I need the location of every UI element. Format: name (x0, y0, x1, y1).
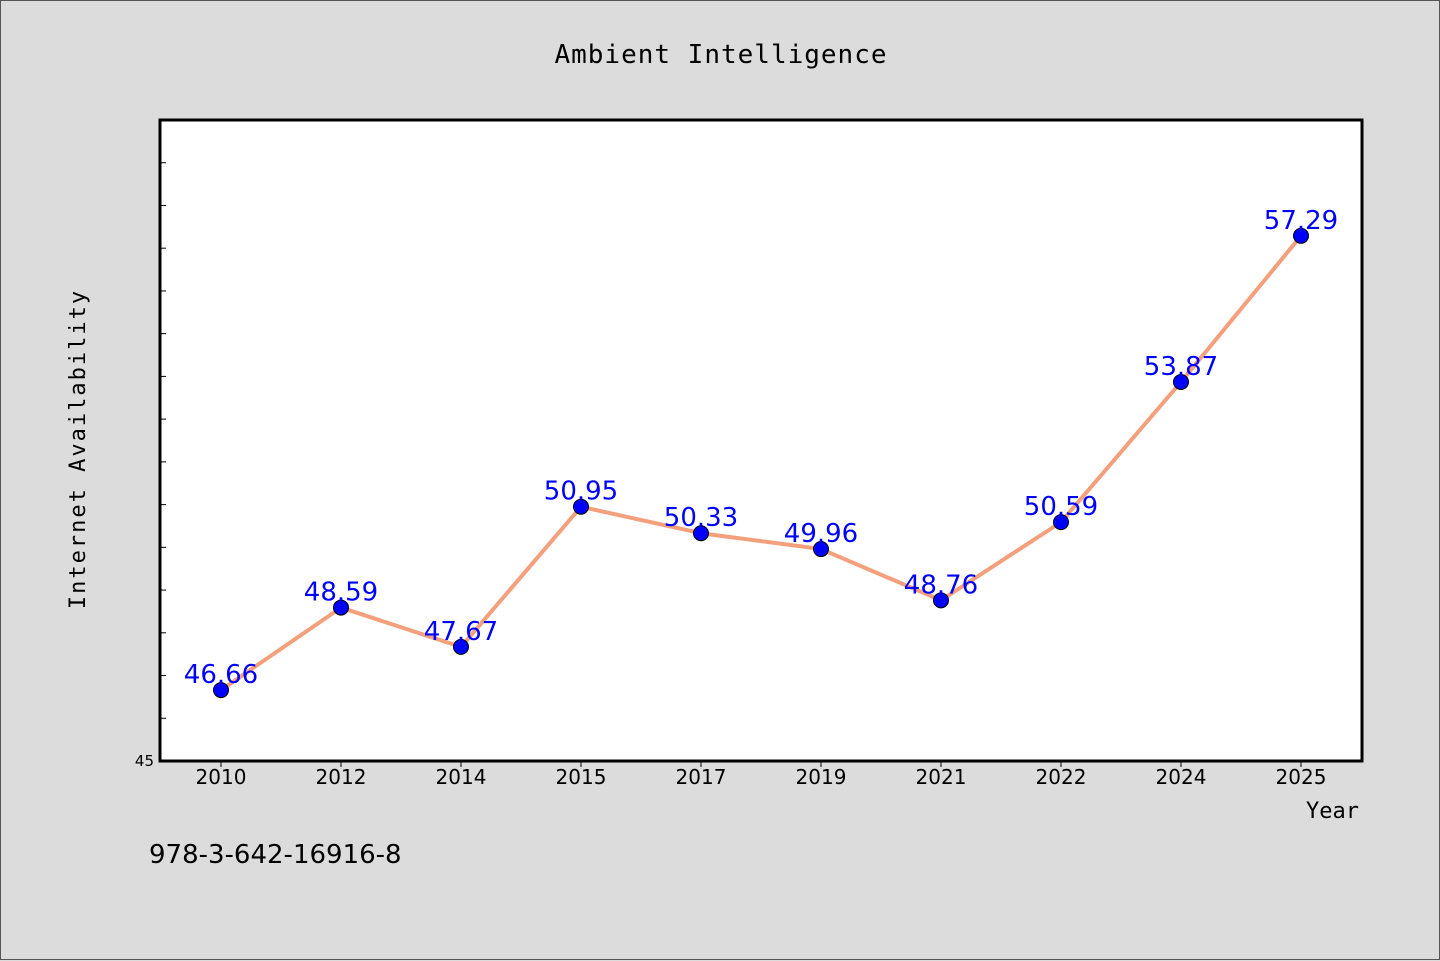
series-markers (213, 227, 1309, 699)
data-point (573, 498, 589, 515)
x-axis-label: Year (1306, 799, 1359, 824)
data-label: 48.59 (304, 578, 378, 608)
x-tick-label: 2025 (1276, 765, 1327, 789)
data-label: 50.59 (1024, 492, 1098, 522)
data-point (1173, 373, 1189, 390)
x-tick-label: 2014 (436, 765, 487, 789)
data-label: 50.33 (664, 503, 738, 533)
data-label: 57.29 (1264, 206, 1338, 236)
data-label: 47.67 (424, 617, 498, 647)
data-point (1053, 514, 1069, 531)
data-label: 49.96 (784, 519, 858, 549)
data-point (333, 599, 349, 616)
data-labels: 46.66 48.59 47.67 50.95 50.33 49.96 48.76 50.59… (184, 206, 1338, 690)
x-tick-label: 2024 (1156, 765, 1207, 789)
footer-code: 978-3-642-16916-8 (149, 840, 402, 870)
data-point (453, 638, 469, 655)
data-label: 53.87 (1144, 352, 1218, 382)
data-point (813, 541, 829, 558)
data-point (213, 682, 229, 699)
x-tick-label: 2019 (796, 765, 847, 789)
x-tick-label: 2015 (556, 765, 607, 789)
y-axis-ticks: 45 (135, 162, 166, 770)
data-label: 50.95 (544, 477, 618, 507)
x-tick-label: 2010 (196, 765, 247, 789)
series-line (219, 234, 1303, 692)
x-tick-label: 2012 (316, 765, 367, 789)
data-label: 48.76 (904, 570, 978, 600)
data-label: 46.66 (184, 660, 258, 690)
x-tick-label: 2021 (916, 765, 967, 789)
plot-area (158, 118, 1364, 763)
x-axis-ticks: 2010 2012 2014 2015 2017 2019 2021 2022 2024 2025 (196, 761, 1327, 789)
x-tick-label: 2017 (676, 765, 727, 789)
data-point (693, 525, 709, 542)
chart-title: Ambient Intelligence (554, 40, 887, 70)
data-point (933, 592, 949, 609)
data-point (1293, 227, 1309, 244)
y-axis-label: Internet Availability (66, 289, 91, 609)
x-tick-label: 2022 (1036, 765, 1087, 789)
y-tick-label: 45 (135, 752, 154, 770)
